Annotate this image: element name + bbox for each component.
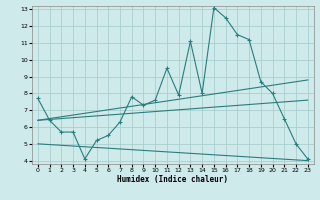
X-axis label: Humidex (Indice chaleur): Humidex (Indice chaleur) bbox=[117, 175, 228, 184]
